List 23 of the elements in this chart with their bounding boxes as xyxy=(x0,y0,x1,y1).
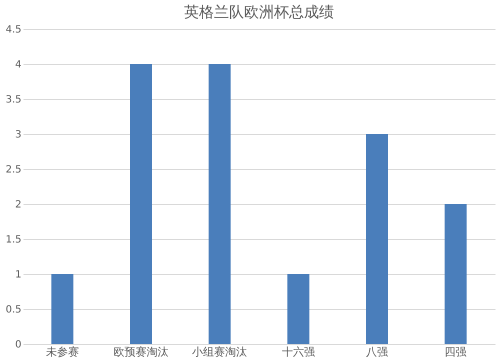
bar xyxy=(444,204,467,344)
y-tick-label: 4 xyxy=(15,60,22,70)
y-tick-label: 3.5 xyxy=(6,94,22,106)
y-tick-label: 4.5 xyxy=(6,24,22,36)
y-tick-label: 3 xyxy=(15,130,22,140)
x-tick-label: 四强 xyxy=(444,346,467,358)
y-tick-label: 1 xyxy=(15,270,22,280)
y-tick-label: 0.5 xyxy=(6,304,22,316)
x-tick-label: 八强 xyxy=(366,346,388,358)
x-tick-label: 十六强 xyxy=(282,346,315,358)
y-tick-label: 0 xyxy=(15,340,22,350)
bar xyxy=(287,274,310,344)
y-tick-label: 2.5 xyxy=(6,164,22,176)
bar xyxy=(51,274,74,344)
x-tick-label: 未参赛 xyxy=(46,346,79,358)
x-tick-label: 小组赛淘汰 xyxy=(192,346,248,358)
y-tick-label: 1.5 xyxy=(6,234,22,246)
bar xyxy=(130,64,152,344)
bar xyxy=(208,64,231,344)
y-tick-label: 2 xyxy=(15,200,22,210)
chart-title: 英格兰队欧洲杯总成绩 xyxy=(184,3,334,21)
x-tick-label: 欧预赛淘汰 xyxy=(114,346,168,358)
bar xyxy=(366,134,388,344)
